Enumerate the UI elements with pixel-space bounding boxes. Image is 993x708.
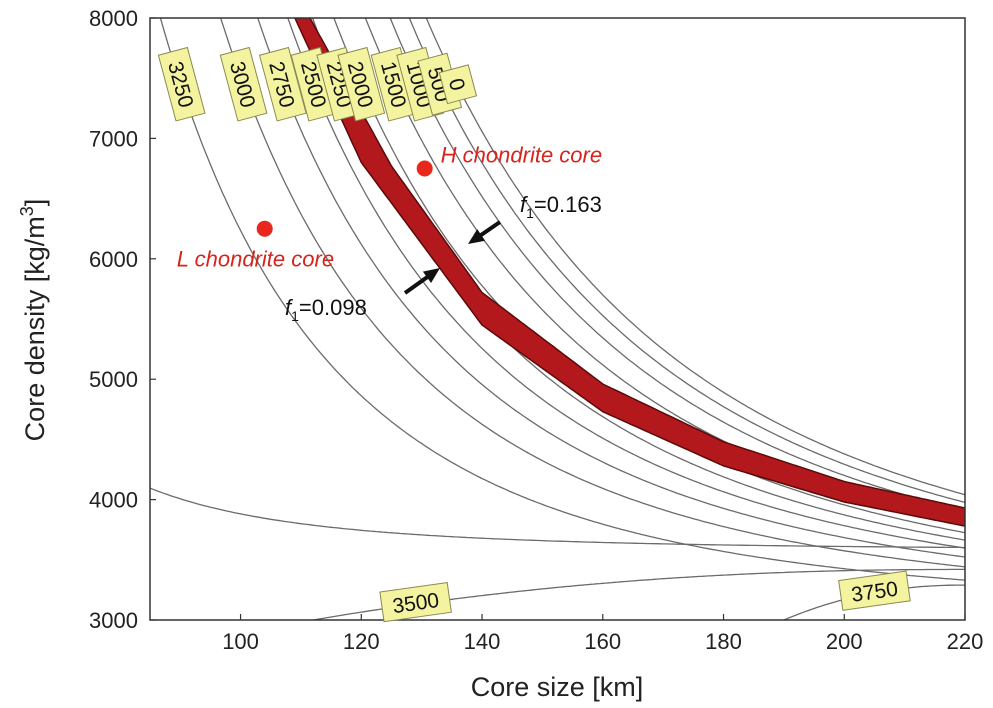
y-tick-label: 8000 <box>89 6 138 31</box>
x-tick-label: 220 <box>947 629 984 654</box>
point-marker <box>416 160 433 177</box>
band-fill <box>294 18 965 527</box>
data-points: H chondrite core L chondrite core <box>177 143 602 272</box>
x-tick-label: 120 <box>343 629 380 654</box>
contour-line-2500 <box>287 18 965 549</box>
contour-line-3250 <box>159 18 965 581</box>
y-axis-label-end: ] <box>20 199 50 207</box>
contour-label-box <box>838 570 911 611</box>
arrow-head <box>422 268 440 283</box>
y-axis-label: Core density [kg/m3] <box>17 199 50 442</box>
axis-ticks: 100 120 140 160 180 200 220 3000 4000 5000 6000 700… <box>89 6 983 654</box>
annotations: f1=0.163 f1=0.098 <box>285 192 602 324</box>
y-tick-label: 4000 <box>89 488 138 513</box>
contour-label-box <box>219 46 268 122</box>
contour-label-box <box>337 46 386 122</box>
y-tick-label: 7000 <box>89 126 138 151</box>
y-axis-label-main: Core density [kg/m <box>20 216 50 441</box>
x-tick-label: 100 <box>222 629 259 654</box>
plot-area <box>150 18 965 620</box>
contour-label-0: 0 <box>438 64 478 105</box>
contour-label-text: 0 <box>444 76 469 93</box>
x-tick-label: 160 <box>584 629 621 654</box>
x-axis-label: Core size [km] <box>471 672 644 702</box>
contour-label-box <box>438 64 478 105</box>
arrow-head <box>468 229 486 244</box>
f1-annotation: f1=0.163 <box>520 192 602 221</box>
contour-label-box <box>258 46 307 122</box>
band-layer <box>294 18 965 527</box>
contour-label-3750: 3750 <box>838 570 911 611</box>
x-tick-label: 140 <box>464 629 501 654</box>
contour-label-3000: 3000 <box>219 46 268 122</box>
contour-labels: 3250 3000 27502500225020001500100050003500… <box>157 46 911 623</box>
x-tick-label: 200 <box>826 629 863 654</box>
point-label: H chondrite core <box>441 143 602 168</box>
y-tick-label: 6000 <box>89 247 138 272</box>
contour-line-500 <box>408 18 965 504</box>
y-tick-label: 5000 <box>89 367 138 392</box>
contour-label-box <box>157 46 206 122</box>
contour-line-1000 <box>389 18 965 512</box>
point-label: L chondrite core <box>177 247 334 272</box>
contour-line-0 <box>425 18 965 496</box>
plot-frame <box>149 17 966 621</box>
contour-line-3000 <box>219 18 965 568</box>
contour-label-2000: 2000 <box>337 46 386 122</box>
contour-label-3250: 3250 <box>157 46 206 122</box>
point-marker <box>256 220 273 237</box>
x-tick-label: 180 <box>705 629 742 654</box>
y-axis-label-sup: 3 <box>17 206 37 216</box>
contour-line-2750 <box>257 18 965 558</box>
contour-line-unlabeled <box>150 487 965 549</box>
contour-label-box <box>379 581 452 623</box>
f1-annotation: f1=0.098 <box>285 295 367 324</box>
y-tick-label: 3000 <box>89 608 138 633</box>
contour-label-3500: 3500 <box>379 581 452 623</box>
